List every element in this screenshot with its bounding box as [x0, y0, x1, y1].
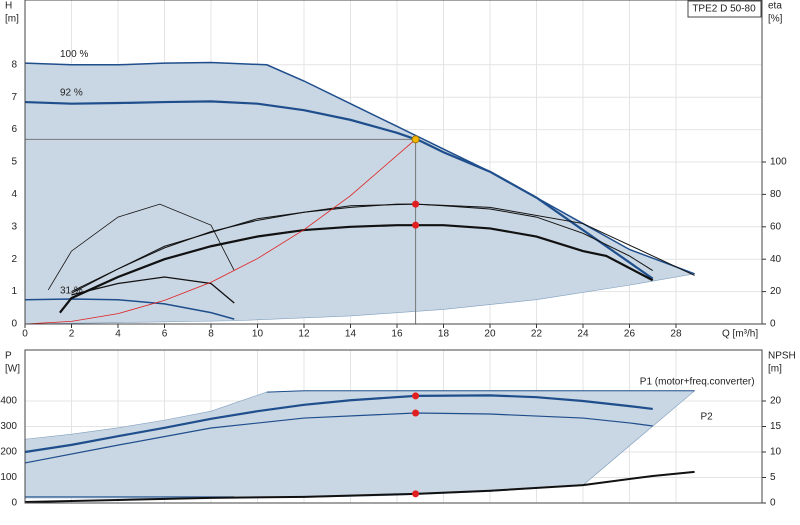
y2-tick-label: 100 [770, 157, 787, 168]
y-axis-label: [W] [5, 364, 20, 375]
x-axis-label: Q [m³/h] [722, 329, 758, 340]
y-tick-label: 2 [11, 254, 17, 265]
y-tick-label: 300 [0, 421, 17, 432]
curve-label: P2 [700, 412, 713, 423]
x-tick-label: 24 [577, 329, 589, 340]
x-tick-label: 8 [208, 329, 214, 340]
curve [24, 61, 695, 275]
y-tick-label: 7 [11, 92, 17, 103]
operating-point [412, 221, 420, 229]
y-tick-label: 400 [0, 396, 17, 407]
x-tick-label: 20 [484, 329, 496, 340]
curve [24, 394, 653, 454]
operating-point [412, 490, 420, 498]
y2-axis-label: [%] [768, 14, 783, 25]
x-tick-label: 28 [670, 329, 682, 340]
operating-point [411, 135, 420, 144]
y-tick-label: 100 [0, 472, 17, 483]
y-tick-label: 6 [11, 124, 17, 135]
y2-tick-label: 0 [770, 319, 776, 330]
y2-tick-label: 5 [770, 472, 776, 483]
plot-frame [24, 0, 763, 325]
curve [71, 276, 235, 304]
y-tick-label: 0 [11, 498, 17, 509]
x-tick-label: 14 [345, 329, 357, 340]
y-tick-label: 0 [11, 319, 17, 330]
y2-tick-label: 60 [770, 221, 782, 232]
operating-point [412, 392, 420, 400]
y-axis-label: P [5, 351, 12, 362]
x-tick-label: 26 [624, 329, 636, 340]
y2-tick-label: 80 [770, 189, 782, 200]
y2-tick-label: 20 [770, 396, 782, 407]
y2-axis-label: eta [768, 1, 782, 12]
y2-tick-label: 10 [770, 447, 782, 458]
curve [24, 139, 416, 325]
curve-label: 92 % [60, 88, 83, 99]
title-box [687, 0, 762, 18]
curve [71, 203, 695, 293]
y-tick-label: 200 [0, 447, 17, 458]
curve [24, 298, 235, 320]
x-tick-label: 10 [252, 329, 264, 340]
curve-label: P1 (motor+freq.converter) [640, 376, 755, 387]
y-axis-label: H [5, 1, 12, 12]
operating-point [412, 200, 420, 208]
curve [59, 224, 654, 314]
curve [24, 100, 654, 280]
curve-label: 100 % [60, 49, 88, 60]
y2-tick-label: 20 [770, 286, 782, 297]
y-tick-label: 1 [11, 286, 17, 297]
x-tick-label: 4 [115, 329, 121, 340]
curve [266, 390, 695, 393]
chart-title: TPE2 D 50-80 [692, 4, 756, 15]
y-axis-label: [m] [5, 14, 19, 25]
y-tick-label: 8 [11, 59, 17, 70]
y2-axis-label: [m] [768, 364, 782, 375]
plot-frame [24, 349, 763, 504]
x-tick-label: 0 [22, 329, 28, 340]
x-tick-label: 18 [438, 329, 450, 340]
curve-label: 31 % [60, 285, 83, 296]
operating-point [412, 409, 420, 417]
x-tick-label: 12 [298, 329, 310, 340]
y2-tick-label: 0 [770, 498, 776, 509]
y-tick-label: 5 [11, 157, 17, 168]
x-tick-label: 2 [69, 329, 75, 340]
x-tick-label: 6 [162, 329, 168, 340]
y2-tick-label: 40 [770, 254, 782, 265]
y2-tick-label: 15 [770, 421, 782, 432]
curve [47, 203, 235, 291]
y-tick-label: 3 [11, 221, 17, 232]
y-tick-label: 4 [11, 189, 17, 200]
x-tick-label: 16 [391, 329, 403, 340]
x-tick-label: 22 [531, 329, 543, 340]
y2-axis-label: NPSH [768, 351, 796, 362]
